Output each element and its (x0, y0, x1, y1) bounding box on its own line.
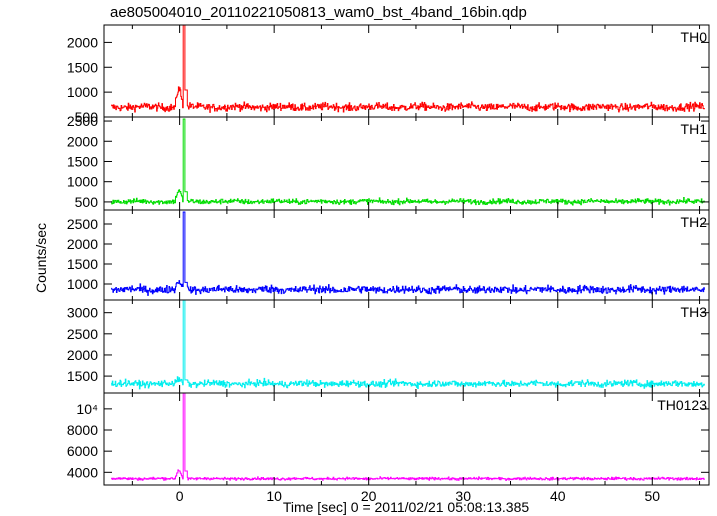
y-tick-label: 1500 (67, 153, 98, 169)
y-tick-label: 2500 (67, 113, 98, 129)
panel-frame (103, 116, 710, 211)
y-tick-label: 3000 (67, 305, 98, 321)
panel-th2: TH2 1000 1500 2000 2500 (67, 209, 710, 301)
panel-label: TH1 (681, 121, 708, 137)
x-axis-label: Time [sec] 0 = 2011/02/21 05:08:13.385 (283, 499, 530, 515)
panel-th3: TH3 1500 2000 2500 3000 (67, 299, 710, 394)
y-tick-label: 1000 (67, 84, 98, 100)
y-tick-label: 2000 (67, 133, 98, 149)
y-tick-label: 8000 (67, 422, 98, 438)
panel-th0: TH0 500 1000 1500 2000 (67, 24, 710, 125)
y-tick-label: 500 (75, 194, 99, 210)
y-tick-label: 1500 (67, 59, 98, 75)
x-tick-label: 50 (644, 488, 660, 504)
panels-group: TH0 500 1000 1500 2000 TH1 500 1000 1500 2000 2500… (67, 24, 710, 486)
y-tick-label: 2000 (67, 347, 98, 363)
x-tick-label: 20 (361, 488, 377, 504)
x-tick-labels: 0 10 20 30 40 50 (176, 488, 661, 504)
panel-th0123: TH0123 4000 6000 8000 10⁴ (67, 392, 710, 486)
panel-label: TH2 (681, 214, 708, 230)
y-tick-label: 2000 (67, 236, 98, 252)
series-line-th0123 (111, 392, 705, 481)
series-line-th0 (111, 24, 705, 113)
series-line-th2 (111, 211, 705, 296)
panel-label: TH0123 (657, 397, 707, 413)
panel-label: TH3 (681, 304, 708, 320)
y-tick-label: 1000 (67, 276, 98, 292)
y-axis-label: Counts/sec (33, 223, 49, 293)
x-tick-label: 40 (550, 488, 566, 504)
series-line-th1 (111, 118, 705, 206)
plot-title: ae805004010_20110221050813_wam0_bst_4ban… (110, 4, 527, 21)
y-tick-label: 2500 (67, 326, 98, 342)
y-tick-label: 4000 (67, 464, 98, 480)
panel-frame (103, 24, 710, 118)
panel-frame (103, 392, 710, 486)
y-tick-label: 1500 (67, 368, 98, 384)
y-tick-label: 2500 (67, 216, 98, 232)
y-tick-label: 500 (75, 109, 99, 125)
panel-th1: TH1 500 1000 1500 2000 2500 (67, 113, 710, 211)
panel-label: TH0 (681, 29, 708, 45)
y-tick-label: 1000 (67, 174, 98, 190)
y-tick-label: 10⁴ (76, 401, 98, 417)
y-tick-label: 6000 (67, 443, 98, 459)
y-tick-label: 1500 (67, 256, 98, 272)
series-line-th3 (111, 299, 705, 390)
x-tick-label: 0 (176, 488, 184, 504)
panel-frame (103, 299, 710, 394)
y-tick-label: 2000 (67, 34, 98, 50)
x-tick-label: 10 (266, 488, 282, 504)
x-tick-label: 30 (455, 488, 471, 504)
